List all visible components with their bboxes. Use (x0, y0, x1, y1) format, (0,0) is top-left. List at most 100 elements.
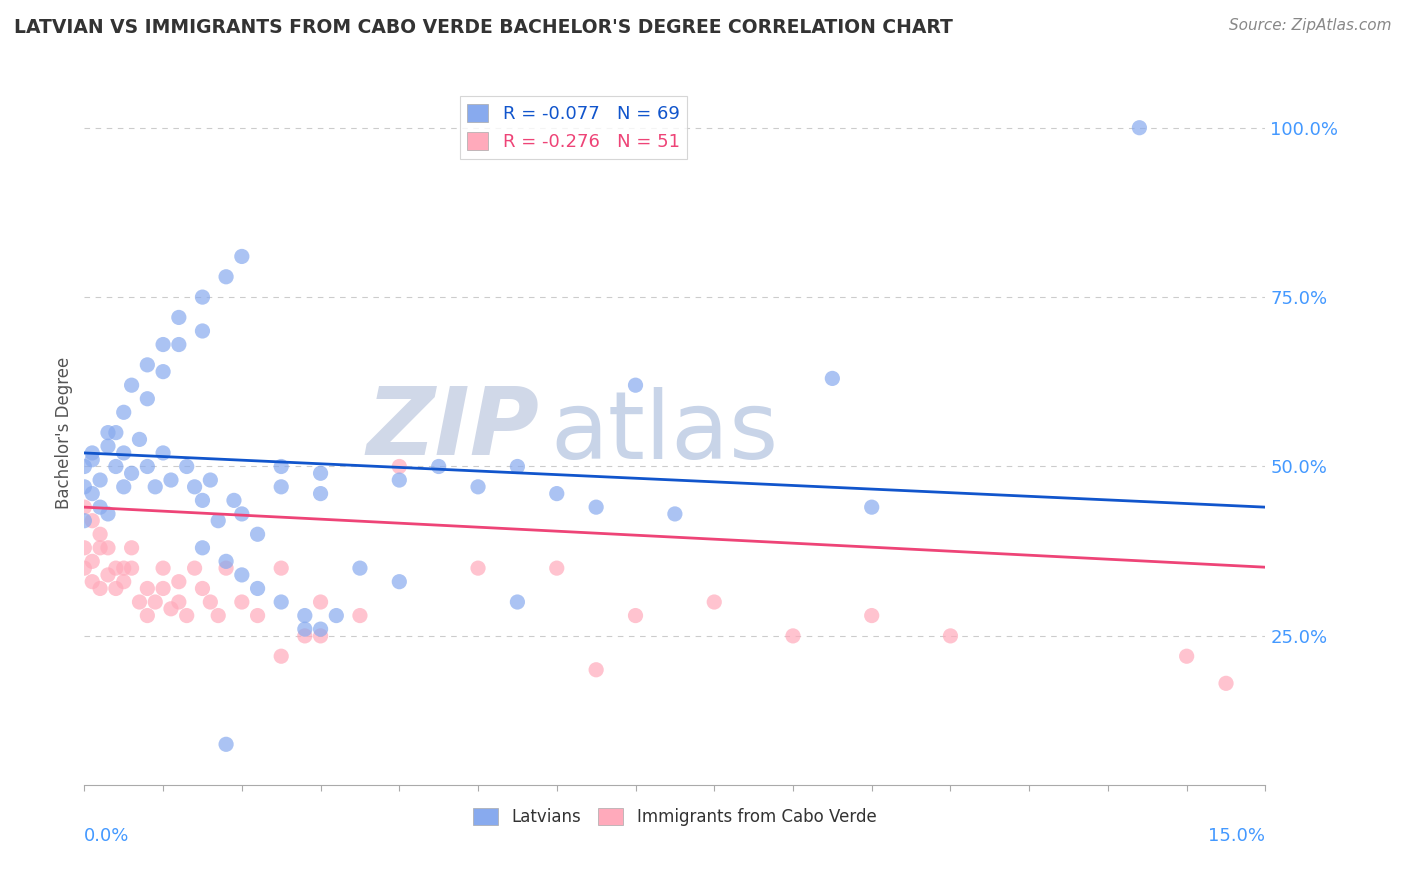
Point (388, 473, 411, 487)
Point (97, 439, 120, 453)
Point (349, 608, 371, 623)
Point (104, 561, 127, 575)
Point (176, 608, 198, 623)
Point (703, 595, 725, 609)
Point (467, 480, 489, 494)
Point (388, 574, 411, 589)
Point (73, 561, 96, 575)
Point (215, 269, 238, 284)
Point (191, 582, 214, 596)
Point (167, 574, 190, 589)
Y-axis label: Bachelor's Degree: Bachelor's Degree (55, 357, 73, 508)
Point (73, 500, 96, 515)
Point (294, 622, 316, 636)
Point (215, 737, 238, 751)
Point (664, 507, 686, 521)
Point (191, 541, 214, 555)
Point (821, 371, 844, 385)
Point (1128, 120, 1150, 135)
Point (104, 582, 127, 596)
Point (152, 561, 174, 575)
Point (294, 608, 316, 623)
Point (136, 392, 159, 406)
Point (191, 324, 214, 338)
Point (152, 337, 174, 351)
Point (860, 608, 883, 623)
Point (97, 507, 120, 521)
Point (624, 378, 647, 392)
Point (121, 378, 143, 392)
Point (73, 459, 96, 474)
Text: Source: ZipAtlas.com: Source: ZipAtlas.com (1229, 18, 1392, 33)
Point (309, 629, 332, 643)
Point (167, 595, 190, 609)
Point (128, 595, 150, 609)
Point (624, 608, 647, 623)
Point (176, 459, 198, 474)
Point (246, 608, 269, 623)
Text: 15.0%: 15.0% (1208, 827, 1265, 846)
Point (427, 459, 450, 474)
Point (160, 473, 183, 487)
Point (309, 595, 332, 609)
Point (97, 568, 120, 582)
Point (121, 467, 143, 481)
Point (73, 514, 96, 528)
Point (128, 433, 150, 447)
Point (112, 446, 135, 460)
Point (467, 561, 489, 575)
Point (152, 365, 174, 379)
Point (82, 574, 104, 589)
Point (104, 425, 127, 440)
Point (222, 493, 245, 508)
Point (231, 250, 253, 264)
Point (270, 561, 292, 575)
Point (104, 459, 127, 474)
Point (183, 561, 205, 575)
Point (246, 527, 269, 541)
Point (215, 554, 238, 568)
Point (89, 500, 111, 515)
Point (270, 595, 292, 609)
Point (121, 561, 143, 575)
Point (136, 358, 159, 372)
Point (325, 608, 347, 623)
Point (160, 602, 183, 616)
Point (152, 582, 174, 596)
Point (200, 595, 222, 609)
Point (191, 493, 214, 508)
Text: ZIP: ZIP (366, 383, 538, 475)
Text: LATVIAN VS IMMIGRANTS FROM CABO VERDE BACHELOR'S DEGREE CORRELATION CHART: LATVIAN VS IMMIGRANTS FROM CABO VERDE BA… (14, 18, 953, 37)
Point (939, 629, 962, 643)
Point (121, 541, 143, 555)
Point (207, 608, 229, 623)
Point (231, 595, 253, 609)
Point (200, 473, 222, 487)
Text: 0.0%: 0.0% (84, 827, 129, 846)
Point (82, 514, 104, 528)
Point (1175, 649, 1198, 664)
Point (82, 452, 104, 467)
Point (506, 459, 529, 474)
Point (1215, 676, 1237, 690)
Point (143, 595, 166, 609)
Point (349, 561, 371, 575)
Point (309, 486, 332, 500)
Point (782, 629, 804, 643)
Point (585, 500, 607, 515)
Point (309, 622, 332, 636)
Point (112, 480, 135, 494)
Point (231, 507, 253, 521)
Point (294, 629, 316, 643)
Point (546, 486, 568, 500)
Point (143, 480, 166, 494)
Point (89, 582, 111, 596)
Point (183, 480, 205, 494)
Point (82, 554, 104, 568)
Point (73, 480, 96, 494)
Point (506, 595, 529, 609)
Point (89, 527, 111, 541)
Point (112, 405, 135, 419)
Point (270, 459, 292, 474)
Point (309, 467, 332, 481)
